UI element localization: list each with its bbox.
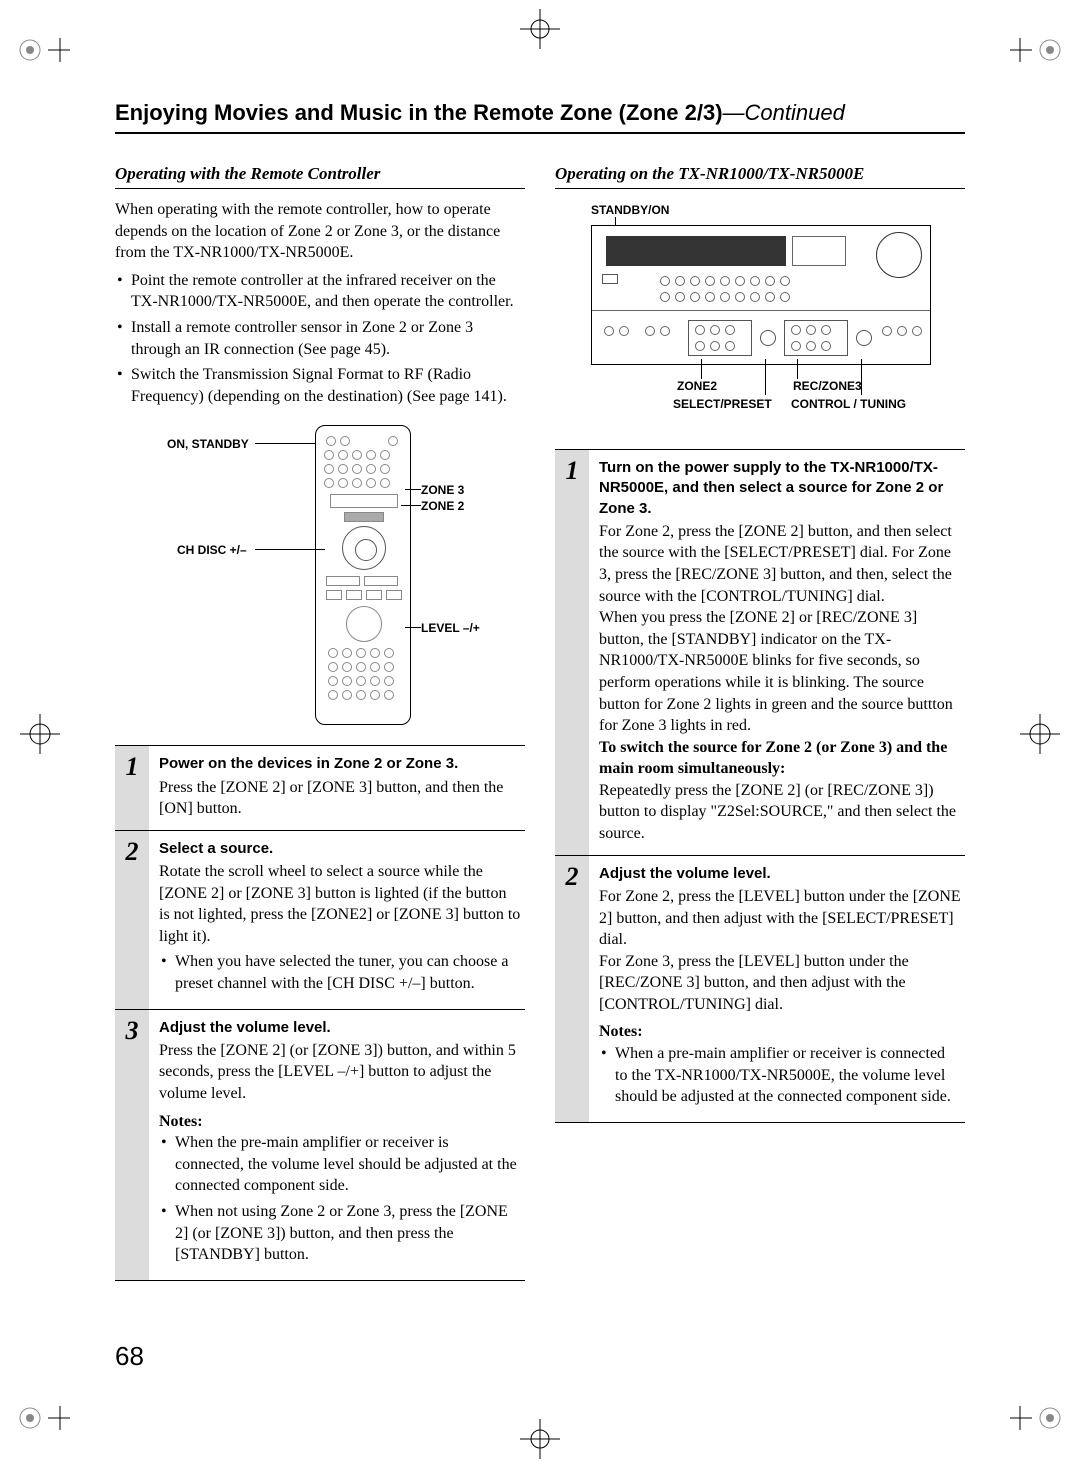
bullet-item: Point the remote controller at the infra… [115,270,525,313]
step-item: 1 Turn on the power supply to the TX-NR1… [555,450,965,856]
page-number: 68 [115,1341,144,1372]
crop-mark-icon [515,1414,565,1464]
remote-body-icon [315,425,411,725]
remote-label-level: LEVEL –/+ [421,621,480,635]
step-number: 3 [115,1010,149,1280]
crop-mark-icon [10,20,70,80]
remote-label-zone2: ZONE 2 [421,499,464,513]
remote-label-on-standby: ON, STANDBY [167,437,249,451]
title-continued: —Continued [723,100,845,125]
step-title: Adjust the volume level. [159,1018,521,1038]
crop-mark-icon [1010,1388,1070,1448]
step-body-text: For Zone 2, press the [ZONE 2] button, a… [599,521,961,607]
note-item: When not using Zone 2 or Zone 3, press t… [159,1201,521,1266]
crop-mark-icon [1010,704,1070,764]
step-item: 3 Adjust the volume level. Press the [ZO… [115,1010,525,1281]
note-item: When the pre-main amplifier or receiver … [159,1132,521,1197]
right-steps: 1 Turn on the power supply to the TX-NR1… [555,449,965,1123]
step-item: 1 Power on the devices in Zone 2 or Zone… [115,746,525,830]
step-body-text: Press the [ZONE 2] (or [ZONE 3]) button,… [159,1040,521,1105]
left-heading: Operating with the Remote Controller [115,164,525,189]
notes-heading: Notes: [599,1021,961,1043]
crop-mark-icon [10,704,70,764]
right-heading: Operating on the TX-NR1000/TX-NR5000E [555,164,965,189]
step-body-text: When you press the [ZONE 2] or [REC/ZONE… [599,607,961,737]
right-column: Operating on the TX-NR1000/TX-NR5000E ST… [555,164,965,1281]
step-item: 2 Adjust the volume level. For Zone 2, p… [555,856,965,1123]
step-body-text: For Zone 3, press the [LEVEL] button und… [599,951,961,1016]
step-body-text: Rotate the scroll wheel to select a sour… [159,861,521,947]
step-body-text: Press the [ZONE 2] or [ZONE 3] button, a… [159,777,521,820]
receiver-body-icon [591,225,931,365]
receiver-label-rec-zone3: REC/ZONE3 [793,379,862,393]
step-title: Power on the devices in Zone 2 or Zone 3… [159,754,521,774]
crop-mark-icon [515,4,565,54]
receiver-label-control-tuning: CONTROL / TUNING [791,397,906,411]
page-title: Enjoying Movies and Music in the Remote … [115,100,965,134]
step-number: 2 [115,831,149,1009]
receiver-label-standby: STANDBY/ON [591,203,669,217]
left-bullet-list: Point the remote controller at the infra… [115,270,525,408]
bullet-item: Install a remote controller sensor in Zo… [115,317,525,360]
step-body-text: For Zone 2, press the [LEVEL] button und… [599,886,961,951]
note-item: When a pre-main amplifier or receiver is… [599,1043,961,1108]
step-title: Select a source. [159,839,521,859]
receiver-label-zone2: ZONE2 [677,379,717,393]
crop-mark-icon [1010,20,1070,80]
receiver-figure: STANDBY/ON [555,199,965,429]
receiver-label-select-preset: SELECT/PRESET [673,397,772,411]
left-intro: When operating with the remote controlle… [115,199,525,264]
step-item: 2 Select a source. Rotate the scroll whe… [115,831,525,1010]
remote-label-ch-disc: CH DISC +/– [177,543,247,557]
remote-controller-figure: ON, STANDBY ZONE 3 ZONE 2 CH DISC +/– LE… [115,425,525,735]
step-sub-bullet: When you have selected the tuner, you ca… [159,951,521,994]
step-number: 1 [555,450,589,855]
step-number: 1 [115,746,149,829]
step-title: Turn on the power supply to the TX-NR100… [599,458,961,519]
title-main: Enjoying Movies and Music in the Remote … [115,100,723,125]
step-sub-title: To switch the source for Zone 2 (or Zone… [599,737,961,780]
left-column: Operating with the Remote Controller Whe… [115,164,525,1281]
step-number: 2 [555,856,589,1122]
step-title: Adjust the volume level. [599,864,961,884]
page-content: Enjoying Movies and Music in the Remote … [115,100,965,1281]
step-body-text: Repeatedly press the [ZONE 2] (or [REC/Z… [599,780,961,845]
remote-label-zone3: ZONE 3 [421,483,464,497]
left-steps: 1 Power on the devices in Zone 2 or Zone… [115,745,525,1280]
crop-mark-icon [10,1388,70,1448]
bullet-item: Switch the Transmission Signal Format to… [115,364,525,407]
notes-heading: Notes: [159,1111,521,1133]
